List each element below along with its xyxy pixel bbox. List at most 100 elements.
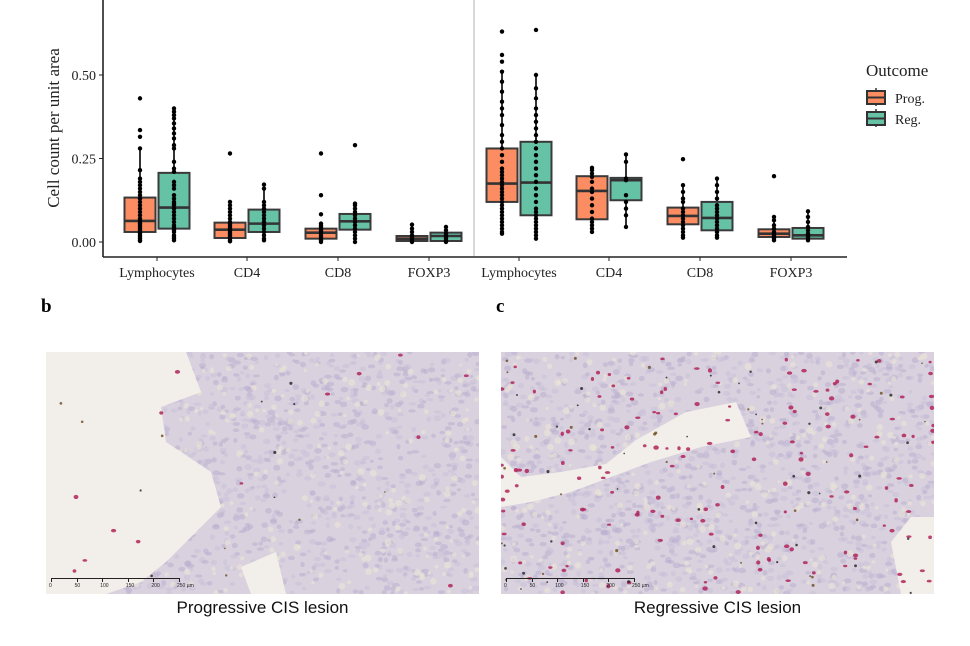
box-cd8-prog <box>666 156 700 240</box>
micrograph-regressive: 0 50 100 150 200 250 µm <box>501 352 934 594</box>
data-point <box>499 223 505 228</box>
image-caption-progressive: Progressive CIS lesion <box>176 598 349 617</box>
data-point <box>171 238 177 243</box>
data-point <box>680 183 686 188</box>
data-point <box>533 86 539 91</box>
data-point <box>533 173 539 178</box>
scale-bar-label: 0 <box>49 583 52 589</box>
data-point <box>680 209 686 215</box>
box-foxp3-prog <box>395 222 429 245</box>
data-point <box>714 196 720 201</box>
data-point <box>171 196 177 201</box>
data-point <box>771 214 777 220</box>
panel-label-c: c <box>496 296 505 317</box>
data-point <box>499 69 505 74</box>
image-caption-regressive: Regressive CIS lesion <box>633 598 802 617</box>
legend-entry: Prog. <box>866 88 925 107</box>
data-point <box>171 213 177 218</box>
data-point <box>499 79 505 84</box>
scale-bar-label: 200 <box>151 583 160 589</box>
data-point <box>680 213 686 218</box>
data-point <box>352 203 358 208</box>
data-point <box>171 203 177 208</box>
scale-bar-tick <box>102 578 104 582</box>
data-point <box>499 106 505 111</box>
data-point <box>499 59 505 64</box>
data-point <box>499 216 505 221</box>
data-point <box>443 224 449 230</box>
legend-label: Prog. <box>895 92 925 107</box>
data-point <box>137 127 143 133</box>
data-point <box>499 203 505 208</box>
scale-bar-label: 50 <box>74 583 81 589</box>
data-point <box>137 199 143 205</box>
data-point <box>171 186 177 191</box>
data-point <box>227 209 233 215</box>
data-point <box>589 189 595 195</box>
data-point <box>771 218 777 223</box>
scale-bar-line <box>51 578 179 579</box>
data-point <box>533 132 539 138</box>
data-point <box>137 134 143 139</box>
data-point <box>137 96 143 101</box>
data-point <box>352 216 358 221</box>
data-point <box>589 196 595 201</box>
legend-label: Reg. <box>895 113 921 128</box>
data-point <box>533 96 539 101</box>
data-point <box>227 199 233 205</box>
scale-bar-tick <box>557 578 559 582</box>
data-point <box>137 203 143 208</box>
data-point <box>499 213 505 218</box>
data-point <box>227 239 233 244</box>
data-point <box>137 186 143 191</box>
data-point <box>409 239 415 245</box>
data-point <box>171 142 177 148</box>
data-point <box>589 179 595 185</box>
data-point <box>714 235 720 240</box>
data-point <box>499 183 505 188</box>
data-point <box>533 229 539 235</box>
data-point <box>227 203 233 208</box>
data-point <box>680 199 686 205</box>
data-point <box>171 146 177 151</box>
data-point <box>137 209 143 215</box>
x-tick-label: CD8 <box>687 266 713 281</box>
data-point <box>589 209 595 215</box>
data-point <box>589 223 595 228</box>
scale-bar-label: 150 <box>580 583 590 589</box>
data-point <box>137 206 143 211</box>
data-point <box>714 223 720 228</box>
data-point <box>171 136 177 141</box>
data-point <box>137 179 143 185</box>
box-cd8-reg <box>700 176 734 240</box>
panel-right <box>485 27 825 243</box>
data-point <box>443 228 449 233</box>
data-point <box>137 213 143 218</box>
data-point <box>499 219 505 225</box>
data-point <box>805 214 811 220</box>
data-point <box>499 231 505 236</box>
data-point <box>171 159 177 165</box>
data-point <box>771 223 777 228</box>
data-point <box>533 226 539 231</box>
data-point <box>171 121 177 126</box>
scale-bar-tick <box>608 578 610 582</box>
scale-bar-tick <box>179 578 180 582</box>
x-tick-label: FOXP3 <box>408 266 451 281</box>
scale-bar-tick <box>153 578 155 582</box>
scale-bar-tick <box>531 578 533 582</box>
data-point <box>261 206 267 211</box>
tissue-image <box>501 352 934 594</box>
data-point <box>533 112 539 118</box>
data-point <box>771 226 777 231</box>
data-point <box>171 112 177 118</box>
data-point <box>227 206 233 211</box>
data-point <box>714 206 720 211</box>
data-point <box>533 152 539 158</box>
legend-title: Outcome <box>866 61 928 80</box>
scale-bar: 0 50 100 150 200 250 µm <box>49 578 199 592</box>
data-point <box>589 216 595 221</box>
data-point <box>533 27 539 33</box>
data-point <box>443 239 449 245</box>
data-point <box>805 228 811 233</box>
